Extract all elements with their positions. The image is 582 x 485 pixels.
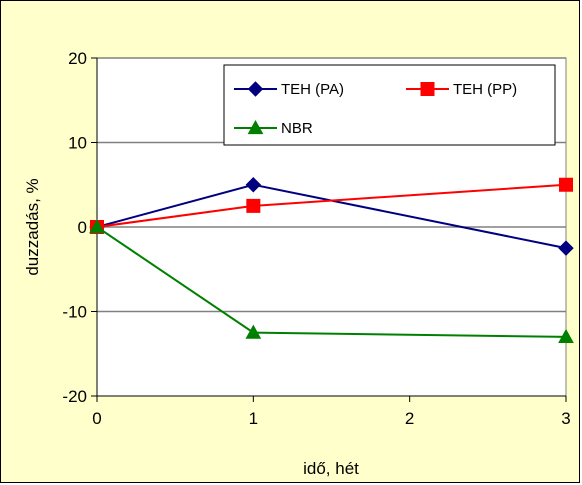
- legend-label: NBR: [281, 120, 313, 137]
- data-point: [559, 177, 573, 192]
- legend-item: TEH (PA): [234, 81, 344, 98]
- data-point: [89, 218, 105, 234]
- y-tick-label: 20: [68, 49, 87, 68]
- legend-items: TEH (PA) TEH (PP) NBR: [234, 81, 517, 137]
- series-2: [89, 218, 574, 343]
- legend-item: TEH (PP): [406, 81, 517, 98]
- legend-label: TEH (PP): [453, 81, 517, 98]
- legend-marker: [420, 82, 435, 96]
- legend-box: [223, 64, 556, 146]
- y-tick-label: 10: [68, 134, 87, 153]
- x-tick-label: 1: [249, 409, 258, 428]
- series-1: [90, 177, 573, 234]
- data-point: [246, 198, 261, 213]
- legend: TEH (PA) TEH (PP) NBR: [223, 64, 556, 146]
- axes: 20 10 0 -10 -20 0 1 2 3: [62, 49, 570, 428]
- y-tick-label: 0: [78, 218, 87, 237]
- x-axis-title: idő, hét: [303, 459, 359, 478]
- data-point: [558, 240, 574, 256]
- data-point: [245, 324, 262, 339]
- y-axis-title: duzzadás, %: [23, 178, 42, 275]
- legend-item: NBR: [234, 119, 313, 137]
- legend-label: TEH (PA): [281, 81, 344, 98]
- data-point: [245, 177, 262, 193]
- legend-marker: [247, 81, 264, 97]
- y-tick-label: -10: [62, 303, 87, 322]
- legend-marker: [247, 119, 264, 135]
- data-point: [558, 328, 574, 343]
- x-tick-label: 3: [561, 409, 570, 428]
- y-tick-label: -20: [62, 387, 87, 406]
- series-layer: [89, 177, 574, 343]
- x-tick-label: 2: [405, 409, 414, 428]
- x-tick-label: 0: [92, 409, 101, 428]
